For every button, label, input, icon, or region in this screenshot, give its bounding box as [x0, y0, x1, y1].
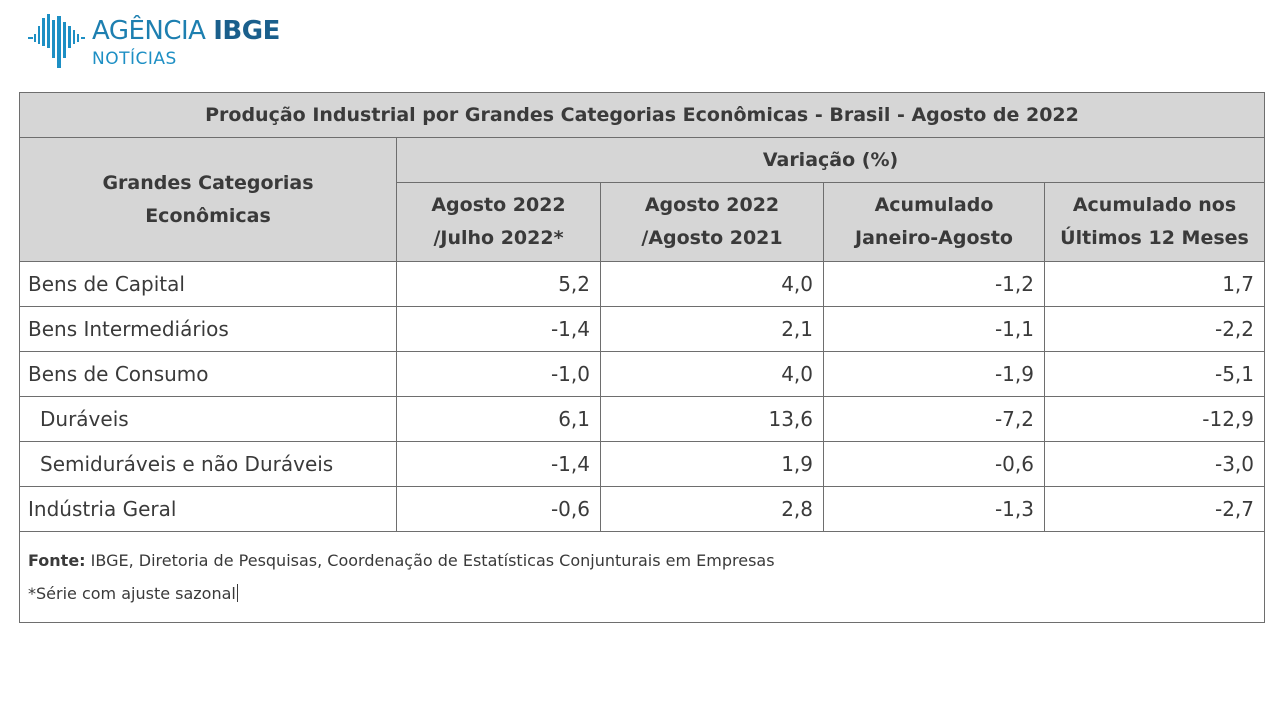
- table-cell: -1,3: [823, 486, 1045, 532]
- table-row: Bens de Consumo -1,0 4,0 -1,9 -5,1: [19, 351, 1266, 397]
- row-label: Duráveis: [19, 396, 397, 442]
- row-label: Indústria Geral: [19, 486, 397, 532]
- ibge-barcode-logo-icon: [28, 14, 85, 68]
- logo-noticias-text: NOTÍCIAS: [92, 49, 177, 69]
- logo-agencia-text: AGÊNCIA IBGE: [92, 16, 280, 46]
- table-cell: -1,9: [823, 351, 1045, 397]
- table-row: Indústria Geral -0,6 2,8 -1,3 -2,7: [19, 486, 1266, 532]
- table-cell: -1,4: [396, 441, 601, 487]
- table-cell: 2,8: [600, 486, 824, 532]
- table-footer: Fonte: IBGE, Diretoria de Pesquisas, Coo…: [18, 531, 1266, 623]
- table-cell: 2,1: [600, 306, 824, 352]
- table-title: Produção Industrial por Grandes Categori…: [18, 92, 1266, 138]
- table-cell: 4,0: [600, 261, 824, 307]
- table-cell: -1,2: [823, 261, 1045, 307]
- category-column-header: Grandes Categorias Econômicas: [19, 137, 397, 262]
- table-cell: -2,2: [1043, 306, 1266, 352]
- table-cell: -7,2: [823, 396, 1045, 442]
- table-cell: 1,7: [1043, 261, 1266, 307]
- table-cell: 1,9: [600, 441, 824, 487]
- table-cell: 6,1: [396, 396, 601, 442]
- table-cell: -3,0: [1043, 441, 1266, 487]
- table-cell: 4,0: [600, 351, 824, 397]
- table-row: Bens de Capital 5,2 4,0 -1,2 1,7: [19, 261, 1266, 307]
- row-label: Bens Intermediários: [19, 306, 397, 352]
- column-header: Acumulado nos Últimos 12 Meses: [1043, 182, 1266, 262]
- table-row: Duráveis 6,1 13,6 -7,2 -12,9: [19, 396, 1266, 442]
- row-label: Semiduráveis e não Duráveis: [19, 441, 397, 487]
- row-label: Bens de Capital: [19, 261, 397, 307]
- source-note: Fonte: IBGE, Diretoria de Pesquisas, Coo…: [28, 551, 775, 570]
- table-cell: -0,6: [396, 486, 601, 532]
- text-cursor: [236, 584, 238, 602]
- seasonal-adjustment-note: *Série com ajuste sazonal: [28, 584, 238, 603]
- column-header: Agosto 2022 /Agosto 2021: [600, 182, 824, 262]
- table-cell: -0,6: [823, 441, 1045, 487]
- table-cell: -2,7: [1043, 486, 1266, 532]
- row-label: Bens de Consumo: [19, 351, 397, 397]
- table-cell: 5,2: [396, 261, 601, 307]
- table-cell: -5,1: [1043, 351, 1266, 397]
- table-cell: -12,9: [1043, 396, 1266, 442]
- column-header: Acumulado Janeiro-Agosto: [823, 182, 1045, 262]
- table-cell: -1,1: [823, 306, 1045, 352]
- table-row: Bens Intermediários -1,4 2,1 -1,1 -2,2: [19, 306, 1266, 352]
- industrial-production-table: Produção Industrial por Grandes Categori…: [18, 92, 1266, 623]
- table-cell: 13,6: [600, 396, 824, 442]
- agencia-ibge-logo: AGÊNCIA IBGE NOTÍCIAS: [26, 12, 286, 72]
- column-header: Agosto 2022 /Julho 2022*: [396, 182, 601, 262]
- variation-header: Variação (%): [395, 137, 1266, 183]
- table-row: Semiduráveis e não Duráveis -1,4 1,9 -0,…: [19, 441, 1266, 487]
- table-cell: -1,4: [396, 306, 601, 352]
- table-cell: -1,0: [396, 351, 601, 397]
